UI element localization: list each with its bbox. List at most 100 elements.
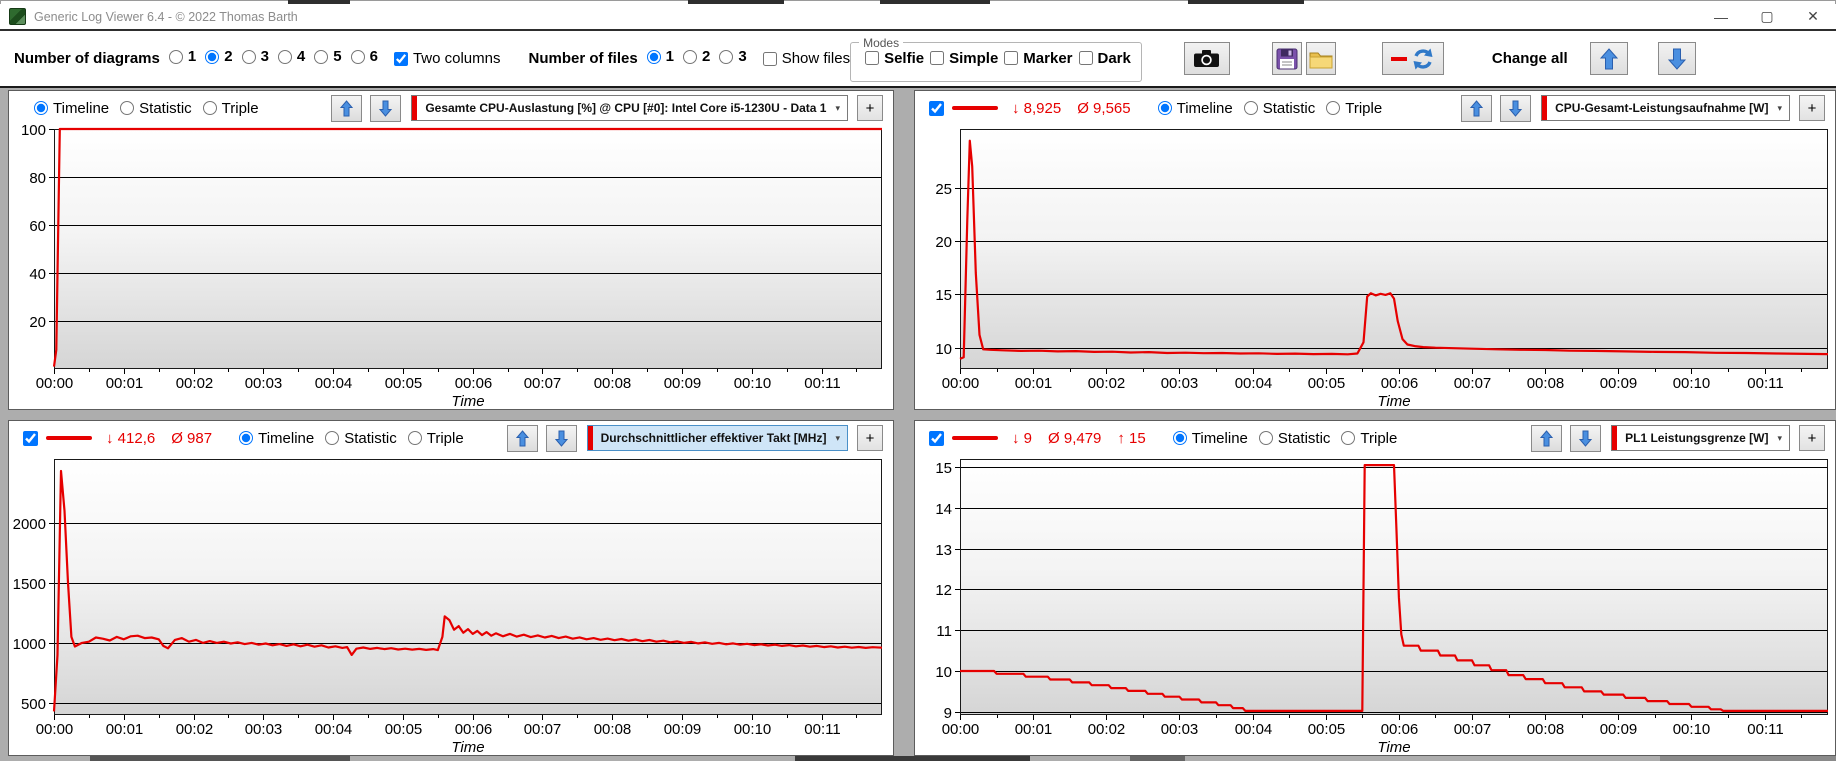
- mode-checkbox-selfie[interactable]: [865, 51, 880, 65]
- diagram-count-radio-1[interactable]: [168, 49, 183, 64]
- view-mode-option-triple[interactable]: Triple: [1341, 430, 1397, 447]
- signal-select[interactable]: Gesamte CPU-Auslastung [%] @ CPU [#0]: I…: [411, 95, 848, 121]
- view-mode-radio-statistic[interactable]: [120, 101, 135, 115]
- move-up-button[interactable]: [506, 424, 538, 452]
- chevron-down-icon: ▾: [1777, 432, 1782, 443]
- show-files-checkbox[interactable]: [762, 51, 777, 66]
- signal-select[interactable]: PL1 Leistungsgrenze [W] ▾: [1611, 425, 1790, 451]
- change-all-down-button[interactable]: [1657, 42, 1696, 75]
- maximize-button[interactable]: ▢: [1760, 8, 1774, 24]
- move-down-button[interactable]: [1570, 424, 1602, 452]
- view-mode-option-timeline[interactable]: Timeline: [1157, 100, 1233, 117]
- series-visibility-checkbox[interactable]: [929, 100, 944, 116]
- view-mode-radio-timeline[interactable]: [239, 431, 254, 445]
- view-mode-radio-timeline[interactable]: [1172, 431, 1187, 445]
- change-all-up-button[interactable]: [1589, 42, 1628, 75]
- diagram-count-option-4[interactable]: 4: [277, 48, 305, 65]
- svg-text:00:09: 00:09: [1600, 375, 1638, 392]
- diagram-count-radio-4[interactable]: [277, 49, 292, 64]
- add-signal-button[interactable]: +: [857, 95, 883, 121]
- diagram-count-option-5[interactable]: 5: [314, 48, 342, 65]
- move-down-button[interactable]: [370, 94, 402, 122]
- mode-option-selfie[interactable]: Selfie: [865, 50, 924, 67]
- move-up-button[interactable]: [1461, 94, 1493, 122]
- view-mode-radio-statistic[interactable]: [1258, 431, 1273, 445]
- view-mode-option-timeline[interactable]: Timeline: [1172, 430, 1248, 447]
- timeline-chart[interactable]: 9 10 11 12 13 14 15 00:00 00:01 00:02 00:03 00:04 00…: [916, 455, 1836, 760]
- move-down-button[interactable]: [1500, 94, 1532, 122]
- view-mode-option-triple[interactable]: Triple: [1326, 100, 1382, 117]
- view-mode-radio-statistic[interactable]: [1243, 101, 1258, 115]
- add-signal-button[interactable]: +: [1799, 95, 1825, 121]
- series-visibility-checkbox[interactable]: [929, 430, 944, 446]
- two-columns-option[interactable]: Two columns: [393, 50, 500, 67]
- svg-text:00:06: 00:06: [455, 375, 493, 392]
- view-mode-option-statistic[interactable]: Statistic: [120, 100, 192, 117]
- diagram-count-radio-5[interactable]: [314, 49, 329, 64]
- diagram-count-option-3[interactable]: 3: [241, 48, 269, 65]
- view-mode-radio-triple[interactable]: [202, 101, 217, 115]
- svg-text:100: 100: [21, 125, 46, 139]
- svg-text:00:01: 00:01: [1015, 721, 1053, 738]
- diagram-count-option-6[interactable]: 6: [350, 48, 378, 65]
- timeline-chart[interactable]: 20 40 60 80 100 00:00 00:01 00:02 00:03 00:04 00:0…: [10, 122, 894, 414]
- move-up-button[interactable]: [1531, 424, 1563, 452]
- timeline-chart[interactable]: 500 1000 1500 2000 00:00 00:01 00:02 00:03 00:04…: [10, 455, 894, 760]
- add-signal-button[interactable]: +: [1799, 425, 1825, 451]
- svg-text:00:01: 00:01: [1015, 375, 1053, 392]
- view-mode-radio-timeline[interactable]: [1157, 101, 1172, 115]
- diagram-count-radio-6[interactable]: [350, 49, 365, 64]
- svg-text:9: 9: [944, 705, 952, 722]
- mode-option-simple[interactable]: Simple: [930, 50, 998, 67]
- file-count-radio-2[interactable]: [683, 49, 698, 64]
- reload-button[interactable]: [1381, 42, 1444, 75]
- svg-text:00:05: 00:05: [1308, 375, 1346, 392]
- diagram-count-radio-2[interactable]: [205, 49, 220, 64]
- diagram-count-label: 1: [187, 48, 197, 66]
- mode-option-dark[interactable]: Dark: [1078, 50, 1131, 67]
- show-files-option[interactable]: Show files: [762, 50, 851, 67]
- file-count-option-2[interactable]: 2: [683, 48, 710, 65]
- file-count-radio-1[interactable]: [646, 49, 661, 64]
- view-mode-option-timeline[interactable]: Timeline: [239, 430, 314, 447]
- view-mode-option-triple[interactable]: Triple: [407, 430, 464, 447]
- diagram-count-option-1[interactable]: 1: [168, 48, 197, 66]
- signal-select[interactable]: Durchschnittlicher effektiver Takt [MHz]…: [586, 425, 848, 451]
- mode-checkbox-dark[interactable]: [1078, 51, 1093, 65]
- file-count-radio-3[interactable]: [719, 49, 734, 64]
- diagram-count-option-2[interactable]: 2: [205, 48, 233, 65]
- move-down-button[interactable]: [545, 424, 577, 452]
- save-button[interactable]: [1271, 42, 1302, 75]
- view-mode-option-timeline[interactable]: Timeline: [34, 100, 109, 117]
- view-mode-radio-triple[interactable]: [1341, 431, 1356, 445]
- mode-label: Selfie: [884, 49, 925, 67]
- add-signal-button[interactable]: +: [857, 425, 883, 451]
- mode-checkbox-simple[interactable]: [930, 51, 945, 65]
- open-folder-button[interactable]: [1305, 42, 1336, 75]
- timeline-chart[interactable]: 10 15 20 25 00:00 00:01 00:02 00:03 00:04 00:05 00…: [916, 125, 1836, 414]
- svg-text:25: 25: [935, 181, 952, 198]
- show-files-label: Show files: [781, 50, 851, 67]
- minimize-button[interactable]: —: [1714, 8, 1728, 25]
- file-count-option-1[interactable]: 1: [646, 48, 674, 65]
- series-visibility-checkbox[interactable]: [23, 430, 38, 446]
- view-mode-option-statistic[interactable]: Statistic: [1258, 430, 1330, 447]
- two-columns-checkbox[interactable]: [393, 51, 408, 66]
- mode-option-marker[interactable]: Marker: [1004, 50, 1073, 67]
- view-mode-option-triple[interactable]: Triple: [202, 100, 259, 117]
- mode-checkbox-marker[interactable]: [1004, 51, 1019, 65]
- view-mode-radio-timeline[interactable]: [34, 101, 48, 115]
- signal-select-label: CPU-Gesamt-Leistungsaufnahme [W]: [1555, 101, 1769, 115]
- view-mode-radio-triple[interactable]: [407, 431, 422, 445]
- close-button[interactable]: ✕: [1807, 8, 1819, 24]
- view-mode-option-statistic[interactable]: Statistic: [1243, 100, 1315, 117]
- signal-select[interactable]: CPU-Gesamt-Leistungsaufnahme [W] ▾: [1541, 95, 1790, 121]
- file-count-option-3[interactable]: 3: [719, 48, 747, 65]
- up-arrow-icon: [1470, 99, 1484, 116]
- view-mode-option-statistic[interactable]: Statistic: [325, 430, 397, 447]
- diagram-count-radio-3[interactable]: [241, 49, 256, 64]
- screenshot-button[interactable]: [1183, 42, 1230, 75]
- view-mode-radio-triple[interactable]: [1326, 101, 1341, 115]
- move-up-button[interactable]: [331, 94, 363, 122]
- view-mode-radio-statistic[interactable]: [325, 431, 340, 445]
